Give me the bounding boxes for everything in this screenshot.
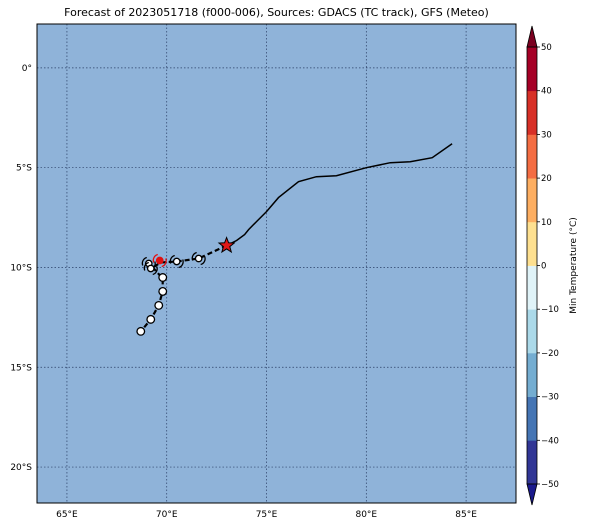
- storm-arc: [141, 256, 148, 266]
- lat-tick-label: 20°S: [10, 463, 32, 473]
- colorbar-tick-label: −30: [541, 393, 559, 403]
- lat-tick-label: 5°S: [16, 164, 32, 174]
- plot-title: Forecast of 2023051718 (f000-006), Sourc…: [64, 6, 489, 19]
- colorbar-tick-label: −20: [541, 349, 559, 359]
- colorbar-tick-label: 20: [541, 174, 552, 184]
- colorbar-segment: [527, 221, 537, 266]
- colorbar-segment: [527, 178, 537, 223]
- colorbar-segment: [527, 352, 537, 397]
- lon-tick-label: 85°E: [455, 510, 477, 520]
- colorbar-tick-label: −50: [541, 480, 559, 490]
- track-point: [154, 300, 164, 310]
- colorbar-label: Min Temperature (°C): [569, 217, 579, 314]
- cyclone-track: [136, 143, 453, 336]
- track-point: [146, 314, 156, 324]
- colorbar-segment: [527, 90, 537, 135]
- latitude-axis: 0° 5°S 10°S 15°S 20°S: [10, 64, 32, 473]
- colorbar-tick-label: −10: [541, 305, 559, 315]
- colorbar-over-extension: [526, 25, 538, 48]
- past-track-line: [226, 143, 453, 247]
- storm-arc: [152, 253, 159, 263]
- storm-symbol-icon: [169, 254, 184, 269]
- colorbar-tick-label: 10: [541, 218, 552, 228]
- storm-arc: [152, 266, 158, 276]
- map-frame: [36, 23, 517, 504]
- storm-symbol-red-icon: [152, 253, 167, 268]
- lat-tick-label: 10°S: [10, 263, 32, 273]
- storm-arc: [143, 261, 150, 271]
- storm-arc: [191, 251, 197, 261]
- colorbar-segment: [527, 265, 537, 310]
- lon-tick-label: 75°E: [256, 510, 278, 520]
- storm-arc: [161, 258, 167, 268]
- storm-symbol-icon: [143, 261, 158, 276]
- storm-arc: [200, 256, 206, 266]
- ocean-area: [37, 24, 516, 503]
- track-point: [158, 286, 168, 296]
- storm-center: [194, 254, 203, 263]
- colorbar-tick-label: 40: [541, 87, 552, 97]
- current-position-star-icon: [217, 236, 236, 254]
- colorbar-under-extension: [526, 483, 538, 506]
- colorbar-segment: [527, 134, 537, 179]
- storm-center: [155, 256, 164, 265]
- colorbar-segment: [527, 440, 537, 485]
- colorbar-segment: [527, 396, 537, 441]
- colorbar: 50 40 30 20 10 0 −10 −20 −30 −40 −50 Min Temperatur…: [526, 25, 579, 506]
- lat-tick-label: 15°S: [10, 363, 32, 373]
- colorbar-tick-label: 0: [541, 262, 546, 272]
- lon-tick-label: 80°E: [355, 510, 377, 520]
- colorbar-segment: [527, 47, 537, 92]
- colorbar-tick-label: 30: [541, 130, 552, 140]
- longitude-axis: 65°E 70°E 75°E 80°E 85°E: [56, 510, 477, 520]
- track-point: [136, 326, 146, 336]
- colorbar-tick-label: −40: [541, 436, 559, 446]
- storm-arc: [178, 259, 184, 269]
- storm-center: [146, 264, 155, 273]
- storm-arc: [169, 254, 175, 264]
- lat-tick-label: 0°: [22, 64, 32, 74]
- colorbar-tick-label: 50: [541, 43, 552, 53]
- storm-center: [172, 257, 181, 266]
- storm-symbol-icon: [191, 251, 206, 266]
- lon-tick-label: 70°E: [156, 510, 178, 520]
- graticule: [37, 24, 516, 503]
- track-point: [158, 273, 168, 282]
- colorbar-segment: [527, 309, 537, 354]
- lon-tick-label: 65°E: [56, 510, 78, 520]
